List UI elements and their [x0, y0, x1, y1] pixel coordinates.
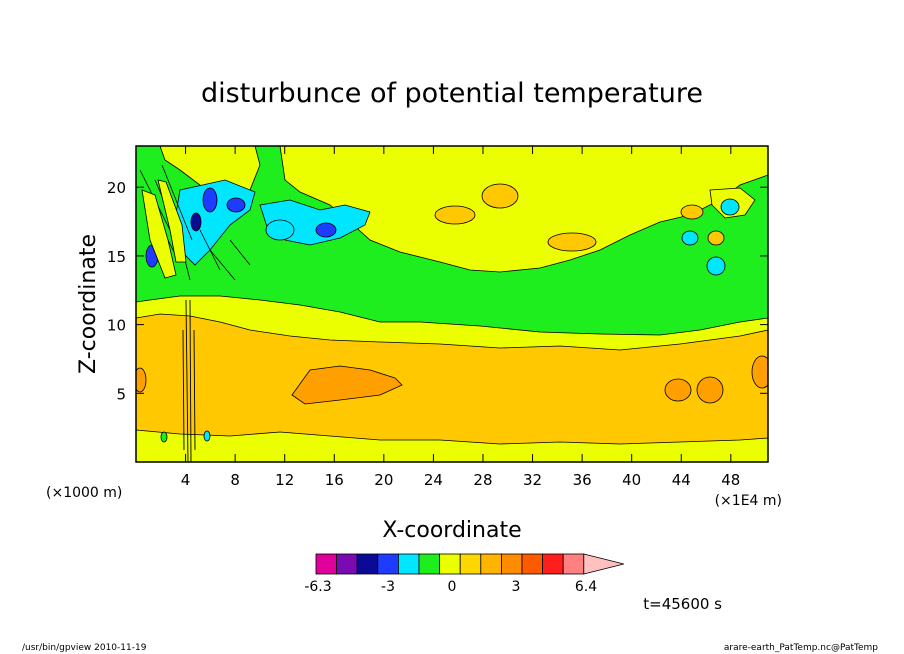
- layer-orange-blob-d: [680, 204, 704, 220]
- x-tick-label-7: 32: [523, 471, 542, 489]
- x-axis-label: X-coordinate: [382, 518, 521, 543]
- x-tick-label-0: 4: [181, 471, 191, 489]
- layer-blue-c: [315, 222, 337, 238]
- colorbar-swatch-1: [336, 553, 358, 575]
- layer-darkorange-b: [664, 378, 692, 402]
- colorbar-swatch-6: [439, 553, 461, 575]
- y-tick-label-2: 15: [107, 248, 126, 266]
- colorbar-tick-label-1: -3: [381, 579, 395, 595]
- layer-green-dot2: [203, 430, 211, 442]
- layer-cyan-e: [706, 256, 726, 276]
- colorbar-swatch-3: [377, 553, 399, 575]
- layer-orange-blob-b: [481, 183, 519, 209]
- layer-yellow-lower: [136, 429, 768, 462]
- x-tick-label-9: 40: [622, 471, 641, 489]
- time-label: t=45600 s: [643, 595, 722, 613]
- colorbar-swatch-5: [418, 553, 441, 575]
- y-tick-label-0: 5: [116, 385, 126, 403]
- layer-cyan-d: [681, 230, 699, 246]
- layer-darkorange-lens: [291, 365, 403, 405]
- colorbar-swatch-4: [397, 553, 420, 575]
- layer-left-yellow-strip2: [157, 179, 187, 263]
- colorbar-swatch-11: [542, 553, 564, 575]
- layer-vertical-column: [182, 299, 196, 462]
- x-tick-label-2: 12: [275, 471, 294, 489]
- x-tick-label-10: 44: [672, 471, 691, 489]
- colorbar-tick-label-4: 6.4: [575, 579, 597, 595]
- layer-orange-blob-e: [707, 230, 725, 246]
- plot-frame: [135, 145, 769, 463]
- x-tick-label-11: 48: [721, 471, 740, 489]
- colorbar-swatch-7: [459, 553, 482, 575]
- colorbar-swatch-13: [583, 553, 624, 575]
- layer-darkorange-c: [696, 376, 724, 404]
- x-tick-label-3: 16: [325, 471, 344, 489]
- colorbar: [315, 553, 624, 575]
- layer-darkorange-d: [751, 355, 768, 389]
- colorbar-swatch-10: [521, 553, 544, 575]
- contour-fill-layers: [136, 146, 768, 462]
- plot-area: [135, 145, 769, 463]
- x-tick-label-8: 36: [573, 471, 592, 489]
- layer-green-dot: [160, 431, 168, 443]
- x-tick-label-6: 28: [473, 471, 492, 489]
- layer-blue-a: [202, 187, 218, 213]
- colorbar-swatch-2: [356, 553, 379, 575]
- layer-cyan-f: [265, 219, 295, 241]
- x-axis: 4 8 12 16 20 24 28 32 36 40 44 48: [181, 146, 740, 489]
- layer-orange-mid: [136, 313, 768, 462]
- colorbar-tick-label-3: 3: [512, 579, 521, 595]
- y-axis: 5 10 15 20: [107, 179, 768, 403]
- layer-blue-e: [190, 212, 202, 232]
- colorbar-tick-label-2: 0: [448, 579, 457, 595]
- chart-title: disturbunce of potential temperature: [201, 78, 703, 109]
- colorbar-tick-label-0: -6.3: [304, 579, 331, 595]
- footer-left: /usr/bin/gpview 2010-11-19: [22, 643, 147, 653]
- x-tick-label-4: 20: [374, 471, 393, 489]
- colorbar-swatch-8: [480, 553, 502, 575]
- layer-darkorange-e: [136, 367, 147, 393]
- y-tick-label-3: 20: [107, 179, 126, 197]
- x-unit-right: (×1E4 m): [715, 493, 782, 509]
- y-tick-label-1: 10: [107, 317, 126, 335]
- colorbar-swatch-9: [500, 553, 523, 575]
- colorbar-tick-labels: -6.3 -3 0 3 6.4: [304, 579, 597, 595]
- layer-orange-blob-c: [547, 232, 597, 252]
- x-tick-label-1: 8: [230, 471, 240, 489]
- colorbar-swatch-12: [562, 553, 585, 575]
- layer-cyan-c: [720, 198, 740, 216]
- x-unit-left: (×1000 m): [46, 485, 122, 501]
- layer-left-yellow-strip: [141, 189, 177, 279]
- x-tick-label-5: 24: [424, 471, 443, 489]
- colorbar-swatch-0: [315, 553, 338, 575]
- layer-blue-b: [226, 197, 246, 213]
- layer-orange-blob-a: [434, 205, 476, 225]
- y-axis-label: Z-coordinate: [76, 234, 101, 374]
- footer-right: arare-earth_PatTemp.nc@PatTemp: [724, 643, 878, 653]
